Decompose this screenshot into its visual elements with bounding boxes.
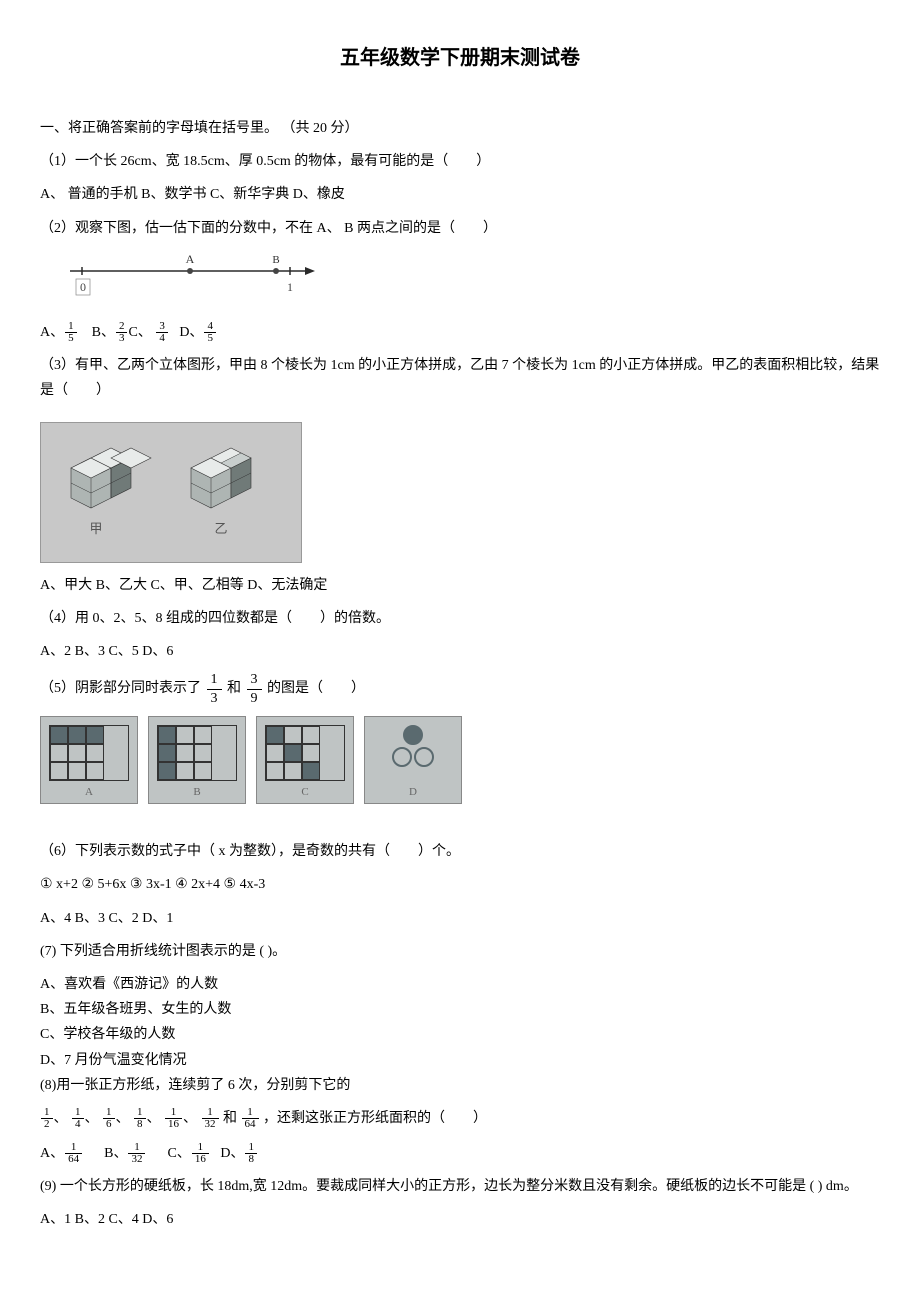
q7-text: (7) 下列适合用折线统计图表示的是 ( )。 (40, 939, 880, 964)
q5-prefix: （5）阴影部分同时表示了 (40, 681, 205, 696)
q4-options: A、2 B、3 C、5 D、6 (40, 639, 880, 664)
section-1-heading: 一、将正确答案前的字母填在括号里。 （共 20 分） (40, 116, 880, 141)
q7-opt-a: A、喜欢看《西游记》的人数 (40, 972, 880, 997)
shape-b-panel: B (148, 716, 246, 804)
shape-c-label: C (301, 783, 308, 803)
q8-frac: 14 (72, 1107, 84, 1130)
q8-frac: 16 (103, 1107, 115, 1130)
q5-frac1: 13 (207, 672, 222, 706)
shape-b-label: B (193, 783, 200, 803)
q8-opt-b: 132 (128, 1142, 145, 1165)
circles-d (373, 725, 453, 767)
page-title: 五年级数学下册期末测试卷 (40, 40, 880, 76)
q5-suffix: 的图是（ ） (267, 681, 365, 696)
q2-options: A、15 B、23C、 34 D、45 (40, 320, 880, 345)
grid-c (265, 725, 345, 781)
q7-opt-c: C、学校各年级的人数 (40, 1022, 880, 1047)
shape-d-label: D (409, 783, 417, 803)
q2-text: （2）观察下图，估一估下面的分数中，不在 A、 B 两点之间的是（ ） (40, 216, 880, 241)
q9-text: (9) 一个长方形的硬纸板，长 18dm,宽 12dm。要裁成同样大小的正方形，… (40, 1174, 880, 1199)
shape-c-panel: C (256, 716, 354, 804)
q8-frac: 18 (134, 1107, 146, 1130)
q6-items: ① x+2 ② 5+6x ③ 3x-1 ④ 2x+4 ⑤ 4x-3 (40, 872, 880, 897)
q2-numberline: 0 A B 1 (50, 251, 880, 310)
q6-text: （6）下列表示数的式子中（ x 为整数），是奇数的共有（ ）个。 (40, 839, 880, 864)
q4-text: （4）用 0、2、5、8 组成的四位数都是（ ）的倍数。 (40, 606, 880, 631)
q9-options: A、1 B、2 C、4 D、6 (40, 1207, 880, 1232)
q5-text: （5）阴影部分同时表示了 13 和 39 的图是（ ） (40, 672, 880, 706)
q2-opt-c-frac: 34 (156, 321, 168, 344)
cube-b-label: 乙 (214, 521, 227, 536)
q3-text: （3）有甲、乙两个立体图形，甲由 8 个棱长为 1cm 的小正方体拼成，乙由 7… (40, 353, 880, 403)
q1-options: A、 普通的手机 B、数学书 C、新华字典 D、橡皮 (40, 182, 880, 207)
shape-a-label: A (85, 783, 93, 803)
q8-opt-d: 18 (245, 1142, 257, 1165)
point-a-label: A (186, 252, 195, 266)
tick-0-label: 0 (80, 280, 86, 294)
q2-opt-d-frac: 45 (204, 321, 216, 344)
q5-shapes: A B C D (40, 716, 880, 804)
q8-fracs-line: 12、 14、 16、 18、 116、 132 和 164 ，还剩这张正方形纸… (40, 1106, 880, 1131)
shape-a-panel: A (40, 716, 138, 804)
q3-options: A、甲大 B、乙大 C、甲、乙相等 D、无法确定 (40, 573, 880, 598)
q7-opt-b: B、五年级各班男、女生的人数 (40, 997, 880, 1022)
q2-opt-a-frac: 15 (65, 321, 77, 344)
q8-options: A、164 B、132 C、116 D、18 (40, 1141, 880, 1166)
q8-frac: 164 (242, 1107, 259, 1130)
q5-frac2: 39 (247, 672, 262, 706)
point-b-upper: B (272, 254, 279, 266)
q8-opt-c: 116 (192, 1142, 209, 1165)
q6-options: A、4 B、3 C、2 D、1 (40, 906, 880, 931)
q8-frac: 12 (41, 1107, 53, 1130)
shape-d-panel: D (364, 716, 462, 804)
q5-mid: 和 (227, 681, 245, 696)
cube-a-label: 甲 (89, 521, 102, 536)
grid-a (49, 725, 129, 781)
q8-frac: 116 (165, 1107, 182, 1130)
q8-opt-a: 164 (65, 1142, 82, 1165)
grid-b (157, 725, 237, 781)
tick-1-label: 1 (287, 280, 293, 294)
q8-line1: (8)用一张正方形纸，连续剪了 6 次，分别剪下它的 (40, 1073, 880, 1098)
q1-text: （1）一个长 26cm、宽 18.5cm、厚 0.5cm 的物体，最有可能的是（… (40, 149, 880, 174)
q2-opt-b-frac: 23 (116, 321, 128, 344)
q8-frac: 132 (202, 1107, 219, 1130)
q7-opt-d: D、7 月份气温变化情况 (40, 1048, 880, 1073)
q3-figure: 甲 乙 (40, 422, 302, 563)
